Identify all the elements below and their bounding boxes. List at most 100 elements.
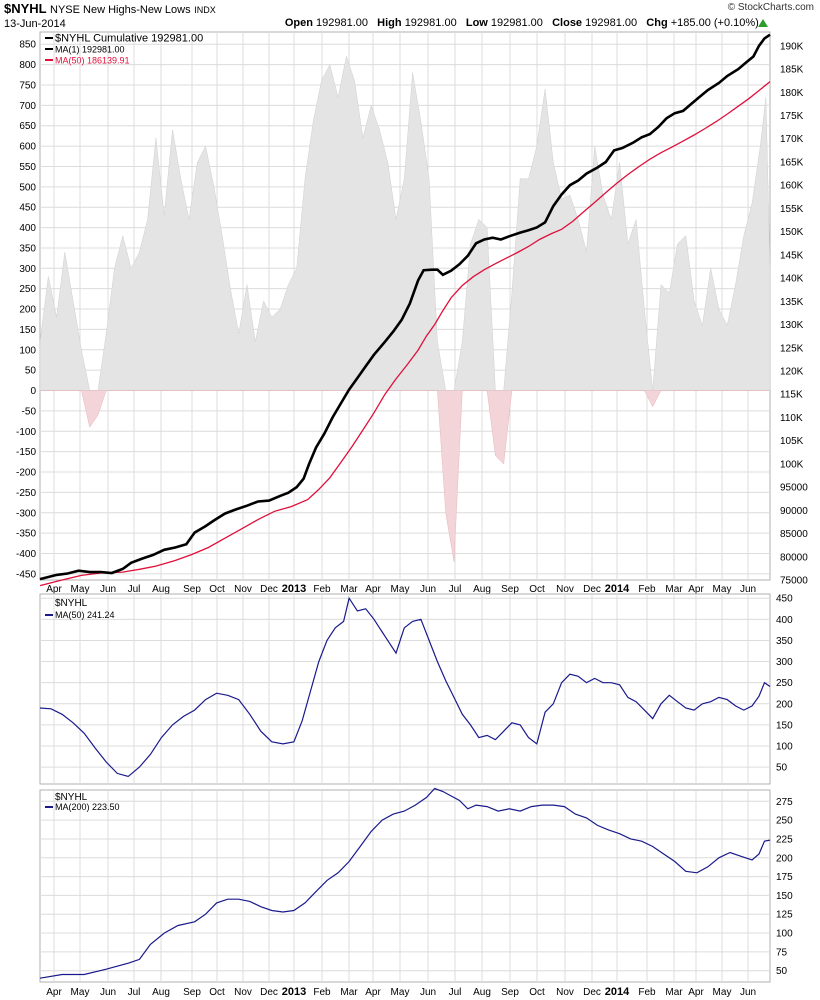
month-label: Aug (152, 584, 170, 595)
month-label: Apr (688, 987, 704, 998)
right-axis-tick-label: 175K (780, 111, 804, 122)
right-axis-tick-label: 150 (776, 891, 793, 902)
right-axis-tick-label: 400 (776, 615, 793, 626)
exchange: INDX (194, 5, 216, 15)
right-axis-tick-label: 95000 (780, 483, 808, 494)
left-axis-tick-label: 200 (19, 305, 36, 316)
left-axis-tick-label: -400 (16, 549, 36, 560)
left-axis-tick-label: -150 (16, 447, 36, 458)
right-axis-tick-label: 150K (780, 227, 804, 238)
month-label: 2013 (282, 583, 306, 595)
month-label: Jul (128, 584, 141, 595)
right-axis-tick-label: 185K (780, 65, 804, 76)
left-axis-tick-label: 800 (19, 60, 36, 71)
left-axis-tick-label: 750 (19, 80, 36, 91)
left-axis-tick-label: -300 (16, 508, 36, 519)
month-label: Nov (556, 584, 574, 595)
ma50-line (39, 81, 771, 587)
right-axis-tick-label: 85000 (780, 529, 808, 540)
right-axis-tick-label: 50 (776, 763, 788, 774)
up-triangle-icon (758, 19, 768, 27)
month-label: Oct (529, 584, 545, 595)
left-axis-tick-label: 550 (19, 162, 36, 173)
month-label: Jun (420, 584, 436, 595)
right-axis-tick-label: 90000 (780, 506, 808, 517)
left-axis-tick-label: 300 (19, 264, 36, 275)
left-axis-tick-label: 700 (19, 101, 36, 112)
chg-label: Chg (646, 17, 668, 29)
month-label: Mar (665, 987, 683, 998)
right-axis-tick-label: 300 (776, 657, 793, 668)
month-label: Apr (46, 987, 62, 998)
high-value: 192981.00 (404, 17, 457, 29)
left-axis-tick-label: 600 (19, 142, 36, 153)
chart-title: $NYHL NYSE New Highs-New Lows INDX (4, 1, 216, 16)
ma200-panel (39, 789, 771, 983)
month-label: Sep (183, 584, 201, 595)
right-axis-tick-label: 100 (776, 742, 793, 753)
right-axis-tick-label: 175 (776, 872, 793, 883)
legend-label: MA(1) 192981.00 (55, 45, 125, 55)
month-label: Feb (638, 584, 656, 595)
right-axis-tick-label: 200 (776, 853, 793, 864)
right-axis-tick-label: 135K (780, 297, 804, 308)
right-axis-tick-label: 80000 (780, 552, 808, 563)
month-label: Jul (449, 584, 462, 595)
left-axis-tick-label: 250 (19, 284, 36, 295)
month-label: Mar (340, 584, 358, 595)
chg-value: +185.00 (+0.10%) (670, 17, 759, 29)
left-axis-tick-label: 450 (19, 203, 36, 214)
left-axis-tick-label: -450 (16, 569, 36, 580)
month-label: Jun (100, 987, 116, 998)
month-label: 2014 (605, 986, 630, 998)
right-axis-tick-label: 180K (780, 88, 804, 99)
month-label: Oct (209, 584, 225, 595)
right-axis-tick-label: 200 (776, 699, 793, 710)
month-label: 2013 (282, 986, 306, 998)
month-label: Oct (209, 987, 225, 998)
month-label: Nov (556, 987, 574, 998)
ma50-panel-line (39, 596, 771, 778)
month-label: Aug (152, 987, 170, 998)
right-axis-tick-label: 125K (780, 343, 804, 354)
left-axis-tick-label: -100 (16, 427, 36, 438)
month-label: Sep (183, 987, 201, 998)
right-axis-tick-label: 125 (776, 910, 793, 921)
right-axis-tick-label: 110K (780, 413, 803, 424)
right-axis-tick-label: 190K (780, 41, 804, 52)
panel-title: $NYHL (55, 598, 88, 609)
close-value: 192981.00 (585, 17, 638, 29)
left-axis-tick-label: 100 (19, 345, 36, 356)
high-label: High (377, 17, 402, 29)
legend-label: MA(50) 186139.91 (55, 56, 130, 66)
month-label: Feb (313, 584, 331, 595)
month-label: Jul (449, 987, 462, 998)
right-axis-tick-label: 150 (776, 720, 793, 731)
histogram-negative-area (39, 390, 771, 562)
open-label: Open (284, 17, 313, 29)
month-label: Oct (529, 987, 545, 998)
right-axis-tick-label: 120K (780, 366, 804, 377)
right-axis-tick-label: 250 (776, 678, 793, 689)
month-label: Jun (740, 584, 756, 595)
right-axis-tick-label: 450 (776, 594, 793, 605)
left-axis-tick-label: 0 (30, 386, 36, 397)
histogram-positive-area (39, 55, 771, 391)
panel-title: $NYHL (55, 792, 88, 803)
right-axis-tick-label: 165K (780, 157, 804, 168)
stockcharts-credit[interactable]: © StockCharts.com (727, 2, 814, 13)
month-label: 2014 (605, 583, 630, 595)
month-label: May (713, 987, 732, 998)
month-label: Nov (234, 987, 252, 998)
left-axis-tick-label: 50 (25, 366, 37, 377)
left-axis-tick-label: 400 (19, 223, 36, 234)
month-label: May (713, 584, 732, 595)
month-label: Apr (365, 987, 381, 998)
month-label: Dec (260, 987, 278, 998)
left-axis-tick-label: 500 (19, 182, 36, 193)
month-label: May (391, 987, 410, 998)
right-axis-tick-label: 170K (780, 134, 804, 145)
right-axis-tick-label: 50 (776, 966, 788, 977)
month-label: Sep (501, 584, 519, 595)
